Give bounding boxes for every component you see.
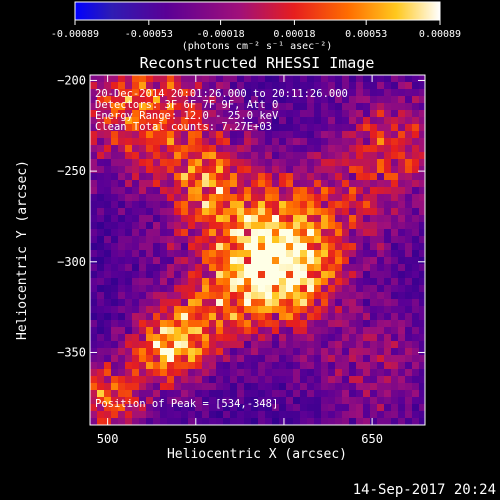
annotation-line: Energy Range: 12.0 - 25.0 keV — [95, 110, 279, 122]
x-tick-label: 600 — [273, 432, 295, 446]
y-axis-label: Heliocentric Y (arcsec) — [15, 160, 30, 340]
colorbar-tick-label: 0.00053 — [345, 29, 387, 40]
colorbar — [74, 1, 441, 21]
x-tick-label: 550 — [185, 432, 207, 446]
heatmap-image — [90, 75, 425, 425]
colorbar-tick-label: 0.00089 — [419, 29, 461, 40]
y-tick-label: −200 — [57, 73, 86, 87]
annotation-line: 20-Dec-2014 20:01:26.000 to 20:11:26.000 — [95, 88, 348, 100]
colorbar-units: (photons cm⁻² s⁻¹ asec⁻²) — [182, 41, 333, 52]
plot-frame — [89, 74, 426, 426]
peak-position-label: Position of Peak = [534,-348] — [95, 398, 278, 410]
x-axis: 500 550 600 650 — [97, 75, 383, 446]
colorbar-tick-label: -0.00089 — [51, 29, 99, 40]
x-tick-label: 500 — [97, 432, 119, 446]
chart-title: Reconstructed RHESSI Image — [140, 54, 375, 72]
colorbar-tick-label: -0.00018 — [197, 29, 245, 40]
y-tick-label: −250 — [57, 164, 86, 178]
annotation-line: Detectors: 3F 6F 7F 9F, Att 0 — [95, 99, 278, 111]
annotation-line: Clean Total counts: 7.27E+03 — [95, 121, 272, 133]
y-axis: −200 −250 −300 −350 — [57, 73, 425, 359]
x-axis-label: Heliocentric X (arcsec) — [167, 447, 347, 462]
timestamp: 14-Sep-2017 20:24 — [353, 482, 496, 498]
y-tick-label: −300 — [57, 255, 86, 269]
annotation-block: 20-Dec-2014 20:01:26.000 to 20:11:26.000… — [95, 88, 348, 133]
colorbar-tick-label: 0.00018 — [273, 29, 315, 40]
colorbar-tick-label: -0.00053 — [125, 29, 173, 40]
x-tick-label: 650 — [361, 432, 383, 446]
y-tick-label: −350 — [57, 345, 86, 359]
colorbar-ticks: -0.00089 -0.00053 -0.00018 0.00018 0.00053 0.… — [51, 20, 461, 40]
